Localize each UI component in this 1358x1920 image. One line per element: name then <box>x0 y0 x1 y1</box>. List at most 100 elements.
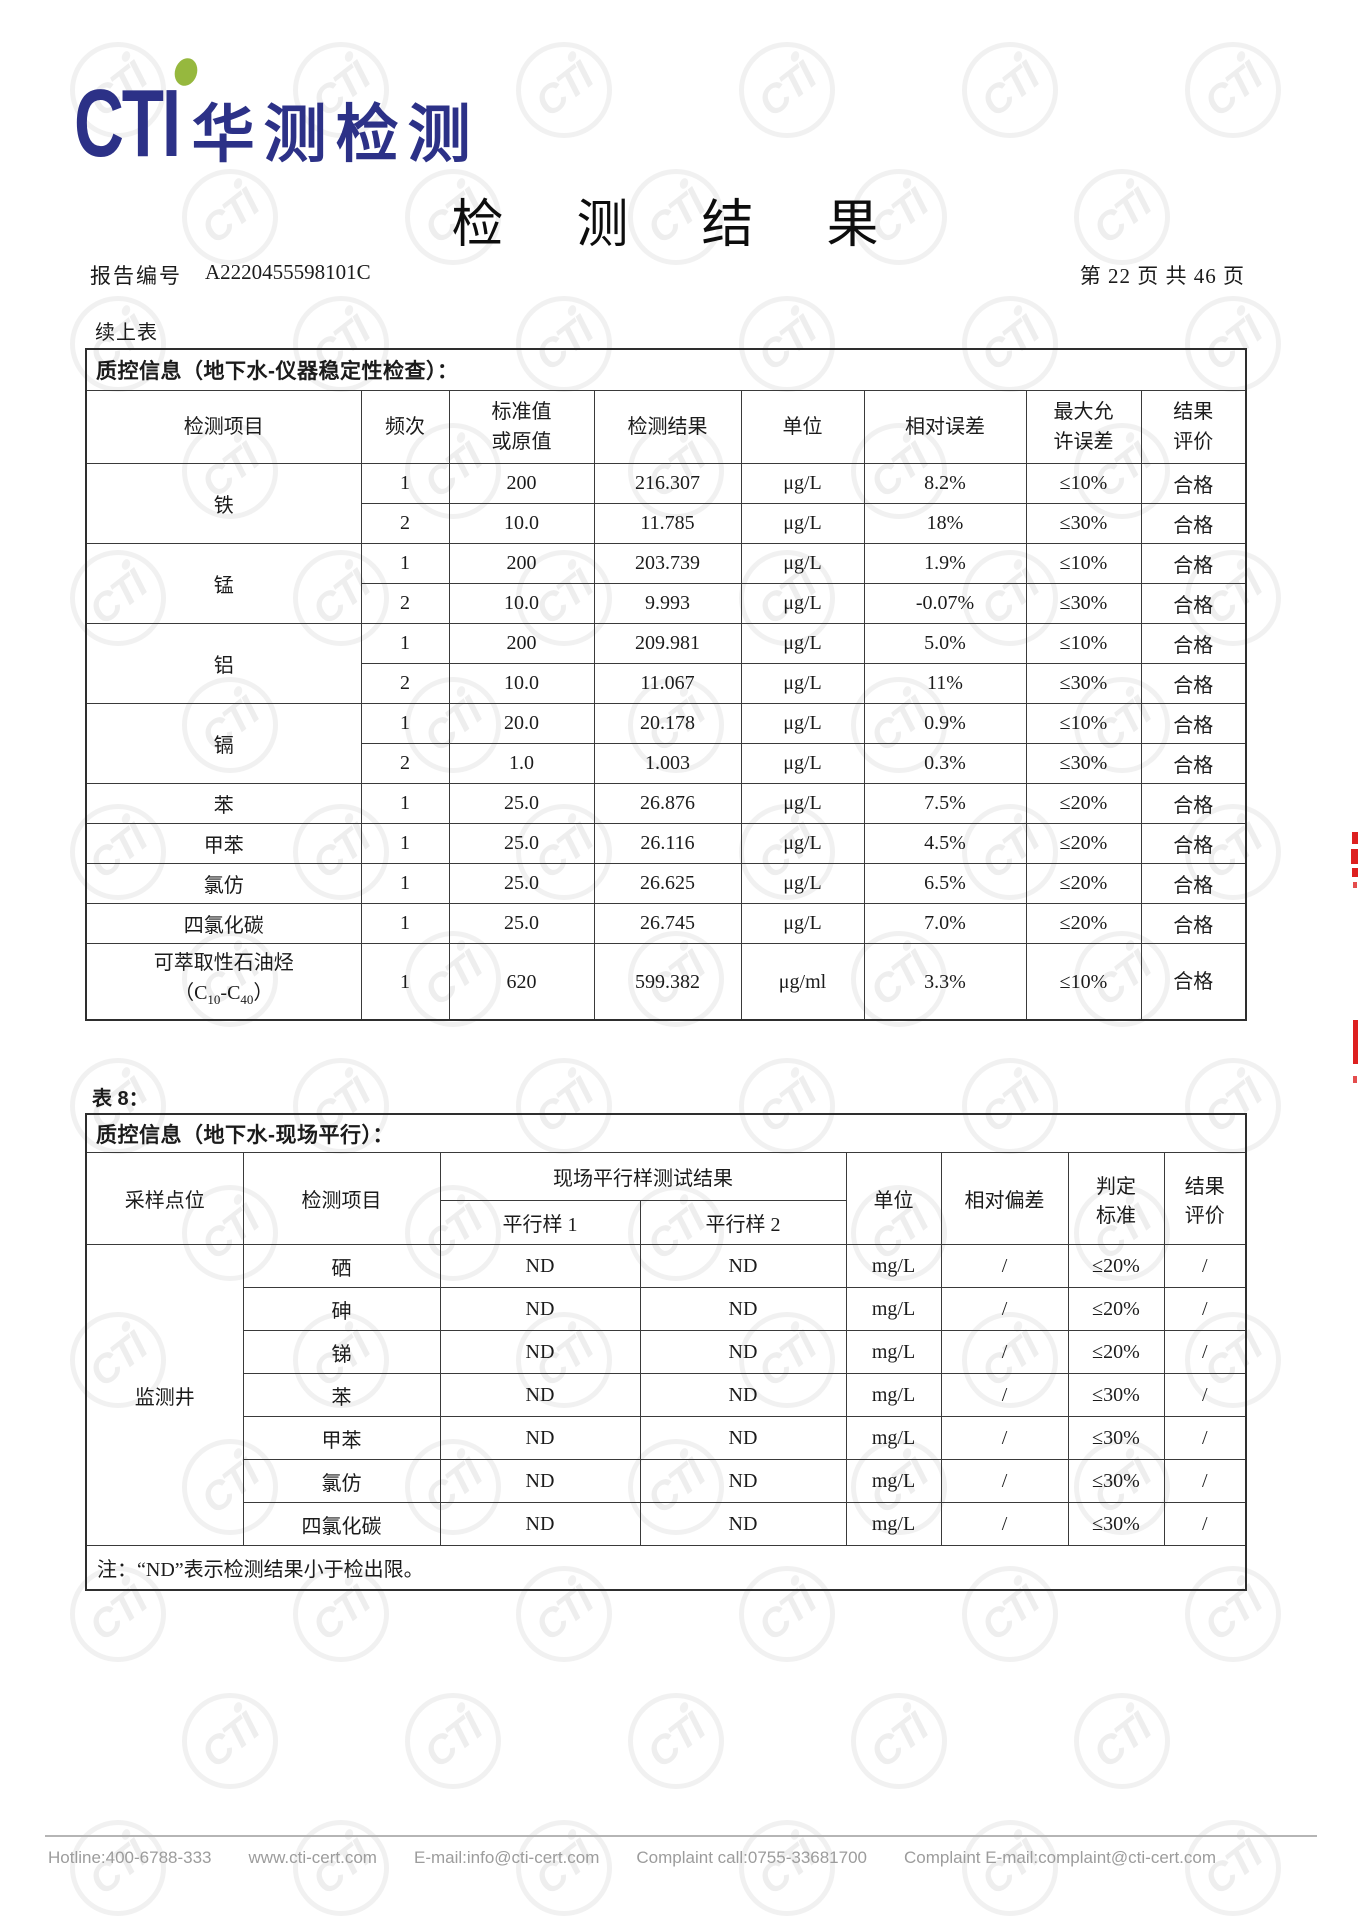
seal-fragment <box>1351 849 1358 864</box>
cell-rel: 4.5% <box>863 823 1027 864</box>
cell-max: ≤20% <box>1025 863 1142 904</box>
cell-eval: / <box>1163 1330 1247 1374</box>
cell-eval: 合格 <box>1140 943 1247 1021</box>
cell-item: 锑 <box>242 1330 441 1374</box>
cell-dev: / <box>940 1330 1069 1374</box>
test-item-cell: 锰 <box>85 543 362 624</box>
cell-unit: μg/ml <box>740 943 865 1021</box>
cell-p2: ND <box>639 1330 847 1374</box>
table2-note-row: 注：“ND”表示检测结果小于检出限。 <box>85 1545 1247 1591</box>
page-indicator: 第 22 页 共 46 页 <box>1079 264 1245 288</box>
cell-std: 200 <box>448 543 595 584</box>
footer-divider <box>45 1835 1317 1837</box>
col-header-judgment-criterion: 判定 标准 <box>1067 1152 1165 1245</box>
cell-unit: μg/L <box>740 663 865 704</box>
test-item-cell: 镉 <box>85 703 362 784</box>
cti-watermark-icon: CTI <box>851 1693 947 1789</box>
cell-unit: mg/L <box>845 1244 942 1288</box>
cell-max: ≤30% <box>1025 583 1142 624</box>
report-no-label: 报告编号 <box>90 264 182 288</box>
cell-rel: 1.9% <box>863 543 1027 584</box>
cell-judge: ≤20% <box>1067 1330 1165 1374</box>
cell-unit: μg/L <box>740 903 865 944</box>
cell-unit: μg/L <box>740 503 865 544</box>
cti-watermark-icon: CTI <box>962 1820 1058 1916</box>
table1-row: 2 10.0 9.993 μg/L -0.07% ≤30% 合格 <box>86 583 1247 624</box>
cell-result: 599.382 <box>593 943 742 1021</box>
table2-row: 四氯化碳 ND ND mg/L / ≤30% / <box>86 1502 1247 1546</box>
cell-unit: mg/L <box>845 1502 942 1546</box>
cell-p1: ND <box>439 1330 641 1374</box>
col-header-test-item: 检测项目 <box>85 390 362 464</box>
col-header-frequency: 频次 <box>360 390 450 464</box>
cell-result: 216.307 <box>593 463 742 504</box>
cell-eval: 合格 <box>1140 663 1247 704</box>
cell-freq: 1 <box>360 943 450 1021</box>
cell-dev: / <box>940 1459 1069 1503</box>
cell-judge: ≤20% <box>1067 1244 1165 1288</box>
col-header-test-item: 检测项目 <box>242 1152 441 1245</box>
cell-judge: ≤30% <box>1067 1373 1165 1417</box>
footer-hotline: Hotline:400-6788-333 <box>48 1848 212 1867</box>
cti-watermark-icon: CTI <box>1074 169 1170 265</box>
cell-std: 25.0 <box>448 783 595 824</box>
cti-watermark-icon: CTI <box>70 1820 166 1916</box>
cell-result: 20.178 <box>593 703 742 744</box>
test-item-cell: 氯仿 <box>85 863 362 904</box>
cell-unit: μg/L <box>740 703 865 744</box>
cell-rel: 18% <box>863 503 1027 544</box>
table1-row: 苯 1 25.0 26.876 μg/L 7.5% ≤20% 合格 <box>85 783 1247 824</box>
table8-label: 表 8： <box>92 1088 149 1110</box>
cell-unit: mg/L <box>845 1330 942 1374</box>
cell-unit: μg/L <box>740 463 865 504</box>
cell-std: 1.0 <box>448 743 595 784</box>
cell-rel: 5.0% <box>863 623 1027 664</box>
cell-eval: / <box>1163 1287 1247 1331</box>
cell-unit: μg/L <box>740 783 865 824</box>
cell-judge: ≤30% <box>1067 1502 1165 1546</box>
cell-max: ≤10% <box>1025 943 1142 1021</box>
cell-unit: μg/L <box>740 543 865 584</box>
cell-eval: 合格 <box>1140 863 1247 904</box>
cti-watermark-icon: CTI <box>628 1693 724 1789</box>
cell-eval: 合格 <box>1140 743 1247 784</box>
table1-title-row: 质控信息（地下水-仪器稳定性检查）： <box>85 348 1247 391</box>
cell-freq: 1 <box>360 903 450 944</box>
cell-dev: / <box>940 1416 1069 1460</box>
cell-result: 9.993 <box>593 583 742 624</box>
table1-row: 铝 1 200 209.981 μg/L 5.0% ≤10% 合格 <box>85 623 1247 704</box>
col-header-standard-value-line2: 或原值 <box>491 431 552 453</box>
table1-row: 锰 1 200 203.739 μg/L 1.9% ≤10% 合格 <box>85 543 1247 624</box>
col-header-result: 检测结果 <box>593 390 742 464</box>
cell-freq: 1 <box>360 703 450 744</box>
cti-watermark-icon: CTI <box>182 1693 278 1789</box>
cti-logo-brand-name: 华测检测 <box>191 100 480 170</box>
cell-std: 200 <box>448 623 595 664</box>
cell-eval: 合格 <box>1140 903 1247 944</box>
cti-watermark-icon: CTI <box>516 42 612 138</box>
cell-max: ≤10% <box>1025 463 1142 504</box>
cell-result: 203.739 <box>593 543 742 584</box>
footer-email: E-mail:info@cti-cert.com <box>413 1848 600 1867</box>
cti-watermark-icon: CTI <box>405 169 501 265</box>
cell-result: 26.876 <box>593 783 742 824</box>
col-header-evaluation: 结果 评价 <box>1163 1152 1247 1245</box>
cell-result: 26.745 <box>593 903 742 944</box>
cell-max: ≤30% <box>1025 743 1142 784</box>
table1-row: 氯仿 1 25.0 26.625 μg/L 6.5% ≤20% 合格 <box>85 863 1247 904</box>
seal-fragment <box>1353 882 1357 888</box>
table1-title: 质控信息（地下水-仪器稳定性检查）： <box>85 348 1247 391</box>
footer-complaint-email: Complaint E-mail:complaint@cti-cert.com <box>904 1848 1217 1867</box>
cell-max: ≤10% <box>1025 703 1142 744</box>
test-item-cell: 甲苯 <box>85 823 362 864</box>
seal-fragment <box>1352 868 1358 877</box>
cell-freq: 1 <box>360 783 450 824</box>
table2-title: 质控信息（地下水-现场平行）： <box>85 1113 1247 1153</box>
test-item-cell: 苯 <box>85 783 362 824</box>
seal-fragment <box>1353 1020 1358 1064</box>
cell-freq: 1 <box>360 463 450 504</box>
cell-freq: 2 <box>360 743 450 784</box>
col-header-evaluation-line2: 评价 <box>1184 1204 1225 1227</box>
cell-freq: 2 <box>360 503 450 544</box>
